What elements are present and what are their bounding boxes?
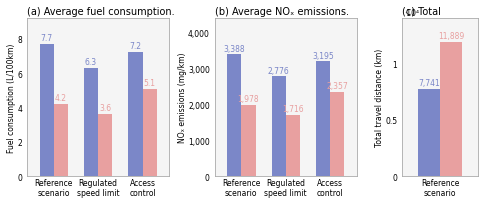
Bar: [39, 45, 54, 176]
Bar: [315, 62, 330, 176]
Bar: [241, 106, 255, 176]
Text: (c) Total: (c) Total: [401, 7, 440, 17]
Bar: [417, 89, 439, 176]
Bar: [227, 55, 241, 176]
Text: 3,195: 3,195: [312, 51, 333, 60]
Bar: [98, 115, 112, 176]
Text: (a) Average fuel consumption.: (a) Average fuel consumption.: [27, 7, 174, 17]
Text: 2,357: 2,357: [326, 81, 348, 90]
Text: 1,716: 1,716: [281, 104, 303, 113]
Y-axis label: Fuel consumption (L/100km): Fuel consumption (L/100km): [7, 43, 16, 152]
Bar: [84, 69, 98, 176]
Text: (b) Average NOₓ emissions.: (b) Average NOₓ emissions.: [214, 7, 348, 17]
Text: 7,741: 7,741: [417, 79, 439, 88]
Bar: [330, 92, 344, 176]
Bar: [128, 53, 142, 176]
Text: ·10⁴: ·10⁴: [403, 9, 418, 18]
Bar: [439, 43, 461, 176]
Bar: [142, 89, 156, 176]
Text: 2,776: 2,776: [267, 66, 289, 75]
Bar: [285, 115, 299, 176]
Text: 7.2: 7.2: [129, 42, 141, 51]
Text: 11,889: 11,889: [437, 32, 463, 41]
Text: 1,978: 1,978: [237, 95, 258, 104]
Text: 3.6: 3.6: [99, 104, 111, 113]
Text: 3,388: 3,388: [223, 44, 244, 53]
Y-axis label: NOₓ emissions (mg/km): NOₓ emissions (mg/km): [177, 53, 186, 143]
Text: 5.1: 5.1: [143, 78, 155, 87]
Bar: [271, 77, 285, 176]
Text: 6.3: 6.3: [85, 58, 97, 67]
Text: 7.7: 7.7: [41, 34, 53, 43]
Y-axis label: Total travel distance (km): Total travel distance (km): [374, 49, 383, 147]
Text: 4.2: 4.2: [55, 94, 67, 102]
Bar: [54, 105, 68, 176]
